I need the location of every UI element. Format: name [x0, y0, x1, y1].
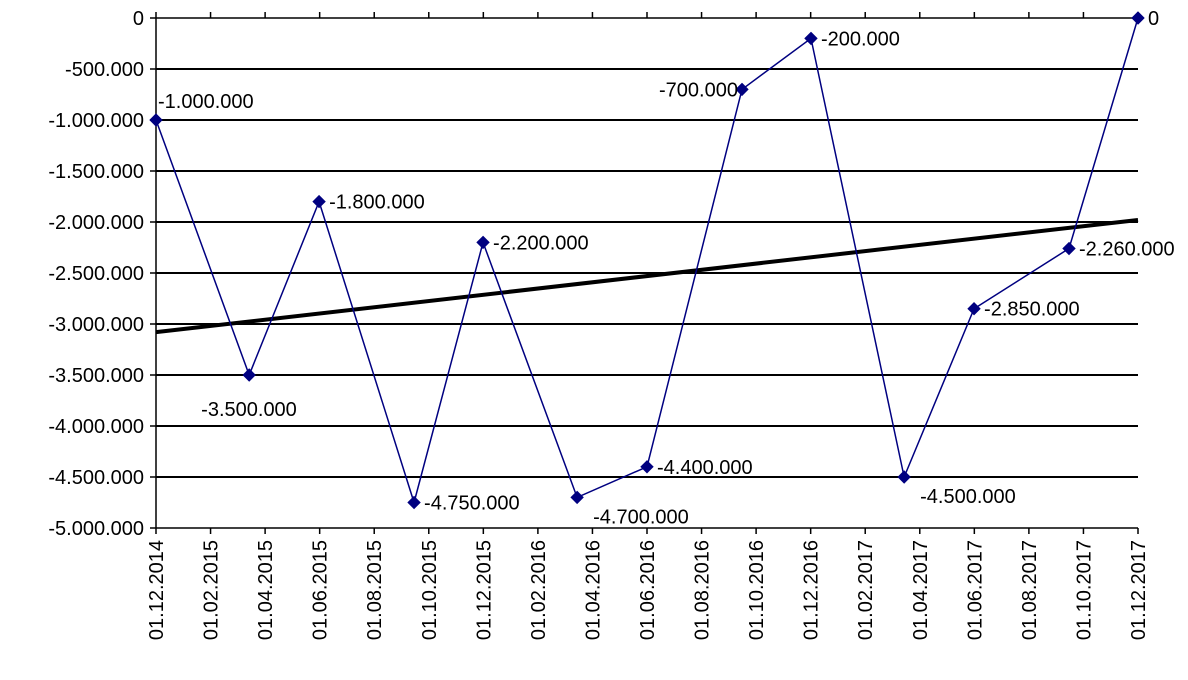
y-tick-label: 0: [133, 8, 144, 30]
trendline: [155, 217, 1139, 335]
data-label: -4.700.000: [593, 506, 689, 528]
x-tick-label: 01.08.2015: [364, 540, 386, 640]
data-label: -2.850.000: [984, 299, 1080, 321]
series-layer: [149, 11, 1145, 510]
data-label: -1.800.000: [329, 192, 425, 214]
data-point-marker: [1062, 241, 1076, 256]
data-label: -200.000: [821, 28, 900, 50]
data-point-marker: [476, 235, 490, 250]
y-axis-tick-labels: 0 -500.000 -1.000.000 -1.500.000 -2.000.000 -…: [48, 8, 144, 540]
data-label: -4.500.000: [920, 486, 1016, 508]
trendline-layer: [155, 217, 1139, 335]
y-tick-label: -2.500.000: [48, 263, 144, 285]
x-tick-label: 01.10.2015: [419, 540, 441, 640]
data-point-marker: [640, 460, 654, 474]
gridlines: [156, 68, 1138, 478]
x-tick-label: 01.04.2015: [255, 540, 277, 640]
data-point-marker: [312, 194, 326, 209]
x-tick-label: 01.12.2015: [473, 540, 495, 640]
x-tick-label: 01.10.2017: [1073, 540, 1095, 640]
data-labels: -1.000.000 -3.500.000 -1.800.000 -4.750.000…: [158, 8, 1175, 528]
y-tick-label: -5.000.000: [48, 518, 144, 540]
data-point-marker: [149, 113, 163, 127]
y-tick-label: -1.000.000: [48, 110, 144, 132]
x-tick-label: 01.08.2016: [692, 540, 714, 640]
y-tick-label: -4.500.000: [48, 467, 144, 489]
data-point-marker: [897, 470, 911, 484]
data-point-marker: [1131, 11, 1145, 25]
data-point-marker: [407, 495, 421, 510]
y-tick-label: -1.500.000: [48, 161, 144, 183]
data-label: 0: [1148, 8, 1159, 30]
data-label: -1.000.000: [158, 91, 254, 113]
axes: [150, 12, 1139, 534]
x-tick-label: 01.12.2014: [146, 540, 168, 640]
data-point-marker: [570, 490, 584, 505]
data-label: -4.400.000: [657, 457, 753, 479]
x-tick-label: 01.10.2016: [746, 540, 768, 640]
x-tick-label: 01.02.2015: [201, 540, 223, 640]
x-tick-label: 01.06.2017: [964, 540, 986, 640]
x-tick-label: 01.12.2016: [801, 540, 823, 640]
data-point-marker: [735, 82, 749, 97]
data-label: -2.200.000: [493, 232, 589, 254]
x-tick-label: 01.12.2017: [1128, 540, 1150, 640]
x-tick-label: 01.04.2016: [582, 540, 604, 640]
x-tick-label: 01.04.2017: [910, 540, 932, 640]
data-label: -3.500.000: [201, 399, 297, 421]
data-point-marker: [967, 301, 981, 316]
x-tick-label: 01.06.2016: [637, 540, 659, 640]
y-tick-label: -3.000.000: [48, 314, 144, 336]
y-tick-label: -3.500.000: [48, 365, 144, 387]
series-line: [155, 17, 1139, 506]
y-tick-label: -500.000: [65, 59, 144, 81]
data-label: -4.750.000: [424, 493, 520, 515]
x-axis-tick-labels: 01.12.2014 01.02.2015 01.04.2015 01.06.2015…: [146, 540, 1150, 640]
x-tick-label: 01.06.2015: [310, 540, 332, 640]
x-tick-label: 01.08.2017: [1019, 540, 1041, 640]
data-point-marker: [804, 31, 818, 46]
x-tick-label: 01.02.2017: [855, 540, 877, 640]
x-tick-label: 01.02.2016: [528, 540, 550, 640]
data-label: -2.260.000: [1079, 239, 1175, 261]
data-label: -700.000: [659, 79, 738, 101]
data-point-marker: [242, 368, 256, 382]
y-tick-label: -2.000.000: [48, 212, 144, 234]
y-tick-label: -4.000.000: [48, 416, 144, 438]
